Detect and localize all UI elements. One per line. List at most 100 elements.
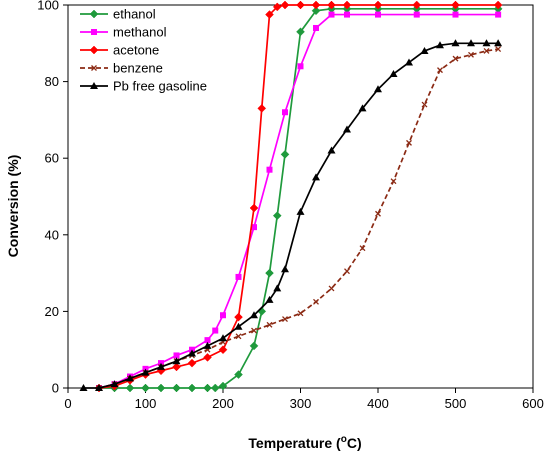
legend-swatch-marker bbox=[89, 9, 99, 19]
data-point-benzene bbox=[328, 285, 335, 292]
data-point-pb-free-gasoline bbox=[126, 374, 134, 382]
data-point-ethanol bbox=[210, 383, 220, 393]
data-point-ethanol bbox=[265, 268, 274, 278]
data-point-pb-free-gasoline bbox=[389, 69, 398, 77]
data-point-acetone bbox=[342, 0, 352, 10]
data-point-ethanol bbox=[141, 383, 150, 393]
y-tick-label: 60 bbox=[45, 151, 59, 166]
data-point-pb-free-gasoline bbox=[312, 173, 320, 181]
data-point-pb-free-gasoline bbox=[374, 85, 382, 93]
data-point-ethanol bbox=[311, 6, 321, 16]
data-point-methanol bbox=[266, 166, 273, 173]
data-point-pb-free-gasoline bbox=[281, 265, 289, 273]
data-point-pb-free-gasoline bbox=[157, 362, 165, 370]
y-tick-label: 100 bbox=[37, 0, 59, 13]
data-point-acetone bbox=[257, 104, 267, 113]
data-point-ethanol bbox=[156, 383, 166, 393]
x-tick-label: 100 bbox=[135, 396, 157, 411]
data-point-pb-free-gasoline bbox=[141, 368, 150, 376]
data-point-ethanol bbox=[249, 341, 259, 351]
data-point-acetone bbox=[234, 312, 243, 322]
data-point-pb-free-gasoline bbox=[420, 46, 429, 54]
data-point-pb-free-gasoline bbox=[95, 384, 103, 391]
data-point-ethanol bbox=[272, 211, 282, 221]
data-point-acetone bbox=[412, 0, 422, 10]
data-point-methanol bbox=[204, 337, 211, 344]
data-point-benzene bbox=[390, 178, 397, 185]
data-point-ethanol bbox=[187, 383, 197, 393]
x-tick-label: 0 bbox=[64, 396, 71, 411]
legend-label: methanol bbox=[113, 25, 167, 40]
data-point-ethanol bbox=[280, 150, 290, 159]
data-point-acetone bbox=[203, 353, 212, 362]
y-tick-label: 80 bbox=[45, 74, 59, 89]
data-point-pb-free-gasoline bbox=[405, 58, 413, 66]
data-point-benzene bbox=[421, 101, 428, 108]
series-layer bbox=[79, 0, 503, 393]
data-point-benzene bbox=[297, 310, 304, 317]
data-point-acetone bbox=[280, 0, 290, 10]
data-point-methanol bbox=[344, 11, 350, 18]
data-point-acetone bbox=[296, 0, 305, 10]
data-point-methanol bbox=[212, 327, 219, 334]
y-axis-title: Conversion (%) bbox=[5, 155, 21, 258]
data-point-methanol bbox=[297, 63, 304, 70]
data-point-methanol bbox=[375, 11, 381, 18]
data-point-pb-free-gasoline bbox=[234, 322, 243, 330]
x-axis-title-tail: C) bbox=[347, 435, 362, 451]
legend-item-ethanol: ethanol bbox=[80, 7, 156, 22]
data-point-benzene bbox=[251, 327, 257, 334]
data-point-methanol bbox=[251, 224, 257, 231]
data-point-ethanol bbox=[218, 381, 228, 391]
data-point-acetone bbox=[172, 362, 181, 372]
data-point-pb-free-gasoline bbox=[482, 39, 491, 47]
data-point-pb-free-gasoline bbox=[110, 380, 119, 388]
data-point-pb-free-gasoline bbox=[436, 41, 444, 49]
y-tick-label: 20 bbox=[45, 304, 59, 319]
data-point-benzene bbox=[483, 48, 490, 54]
data-point-methanol bbox=[495, 11, 502, 18]
legend-label: benzene bbox=[113, 61, 163, 76]
legend-item-pb-free-gasoline: Pb free gasoline bbox=[80, 79, 207, 94]
legend-label: Pb free gasoline bbox=[113, 79, 207, 94]
data-point-pb-free-gasoline bbox=[265, 295, 274, 303]
data-point-methanol bbox=[235, 273, 242, 280]
legend-item-acetone: acetone bbox=[80, 43, 159, 58]
data-point-acetone bbox=[218, 345, 228, 355]
data-point-methanol bbox=[328, 11, 335, 18]
data-point-methanol bbox=[413, 11, 420, 18]
x-axis-title: Temperature (oC) bbox=[248, 434, 361, 451]
legend-swatch-marker bbox=[90, 82, 98, 89]
data-point-pb-free-gasoline bbox=[79, 384, 88, 391]
x-tick-label: 400 bbox=[367, 396, 389, 411]
data-point-benzene bbox=[437, 67, 443, 74]
data-point-methanol bbox=[220, 312, 226, 319]
legend-label: ethanol bbox=[113, 7, 156, 22]
series-acetone bbox=[94, 0, 503, 393]
data-point-pb-free-gasoline bbox=[343, 125, 351, 133]
data-point-pb-free-gasoline bbox=[273, 284, 282, 292]
data-point-pb-free-gasoline bbox=[467, 39, 475, 47]
x-tick-label: 600 bbox=[522, 396, 544, 411]
data-point-methanol bbox=[313, 24, 319, 31]
data-point-pb-free-gasoline bbox=[327, 146, 336, 154]
legend-swatch-marker bbox=[91, 65, 97, 71]
data-point-ethanol bbox=[203, 383, 212, 393]
legend-item-methanol: methanol bbox=[80, 25, 167, 40]
x-axis-title-main: Temperature ( bbox=[248, 435, 341, 451]
data-point-benzene bbox=[452, 55, 459, 62]
data-point-pb-free-gasoline bbox=[494, 39, 503, 47]
data-point-benzene bbox=[266, 321, 273, 328]
data-point-methanol bbox=[173, 352, 180, 359]
data-point-pb-free-gasoline bbox=[172, 357, 181, 365]
data-point-ethanol bbox=[234, 370, 243, 379]
series-line-methanol bbox=[98, 13, 499, 389]
data-point-acetone bbox=[327, 0, 336, 10]
data-point-benzene bbox=[495, 46, 502, 53]
data-point-pb-free-gasoline bbox=[358, 104, 367, 112]
data-point-methanol bbox=[282, 109, 288, 116]
data-point-acetone bbox=[373, 0, 383, 10]
data-point-benzene bbox=[375, 210, 381, 217]
legend-label: acetone bbox=[113, 43, 159, 58]
